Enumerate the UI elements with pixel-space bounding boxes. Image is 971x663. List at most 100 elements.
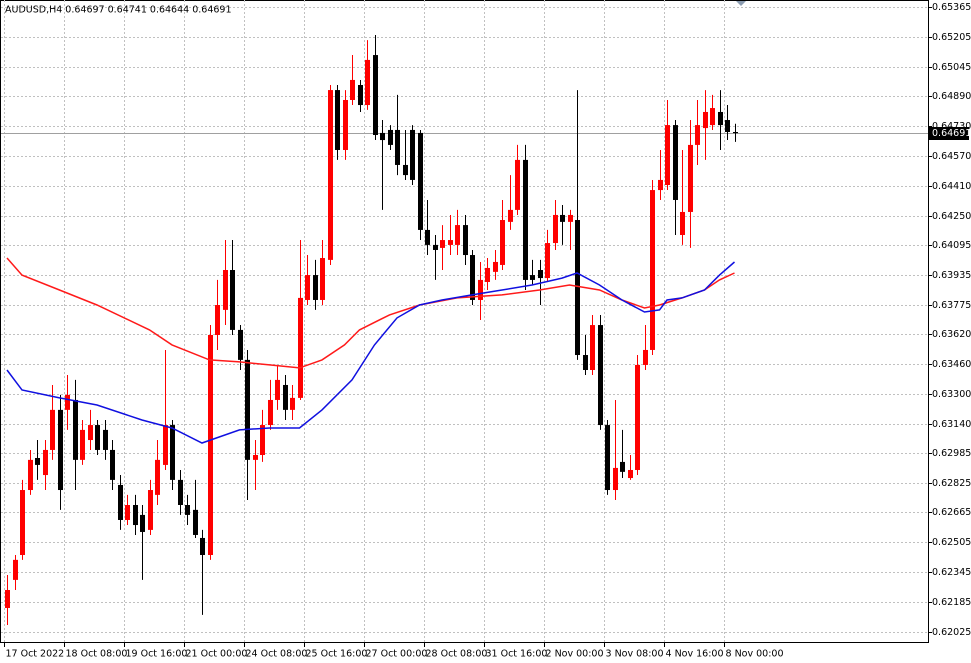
candle-body xyxy=(223,270,228,310)
y-tick-label: 0.62665 xyxy=(932,507,971,518)
candle-body xyxy=(403,164,408,176)
candle-body xyxy=(500,220,505,265)
candle-body xyxy=(155,459,160,495)
candle-body xyxy=(343,99,348,150)
moving-average xyxy=(6,257,735,369)
candle-body xyxy=(463,225,468,256)
candle-body xyxy=(560,214,565,222)
x-tick-label: 25 Oct 16:00 xyxy=(306,649,368,660)
candle-body xyxy=(178,479,183,506)
plot-frame xyxy=(0,0,929,643)
y-tick-label: 0.64410 xyxy=(932,181,971,192)
candle-body xyxy=(320,258,325,300)
candle-body xyxy=(425,229,430,245)
candle-body xyxy=(508,209,513,222)
candle-body xyxy=(545,243,550,279)
x-tick-label: 2 Nov 00:00 xyxy=(546,649,604,660)
y-tick-label: 0.64730 xyxy=(932,121,971,132)
candle-body xyxy=(718,111,723,126)
candle-body xyxy=(328,90,333,260)
candle-body xyxy=(298,297,303,398)
candle-body xyxy=(335,90,340,150)
shift-marker xyxy=(736,1,746,6)
candle-body xyxy=(695,125,700,145)
candle-body xyxy=(163,425,168,465)
y-tick-label: 0.65045 xyxy=(932,62,971,73)
y-tick-label: 0.63460 xyxy=(932,359,971,370)
candle-body xyxy=(283,384,288,410)
last-price-box xyxy=(928,127,969,140)
candle-body xyxy=(598,325,603,426)
y-tick-label: 0.62505 xyxy=(932,537,971,548)
y-tick-label: 0.64095 xyxy=(932,240,971,251)
candle-body xyxy=(358,85,363,106)
candle-body xyxy=(65,394,70,410)
y-tick-label: 0.62025 xyxy=(932,627,971,638)
candle-body xyxy=(553,214,558,244)
candle-body xyxy=(215,305,220,335)
y-tick-label: 0.65365 xyxy=(932,2,971,13)
candle-body xyxy=(80,429,85,460)
candle-body xyxy=(170,425,175,480)
x-tick-label: 4 Nov 16:00 xyxy=(666,649,724,660)
candle-body xyxy=(418,132,423,230)
candle-body xyxy=(395,129,400,165)
candle-body xyxy=(35,458,40,465)
candle-body xyxy=(133,505,138,526)
candle-body xyxy=(635,364,640,470)
y-tick-label: 0.63935 xyxy=(932,270,971,281)
candle-body xyxy=(470,255,475,300)
candle-body xyxy=(140,514,145,532)
y-tick-label: 0.63300 xyxy=(932,389,971,400)
candle-body xyxy=(485,267,490,282)
candle-body xyxy=(313,275,318,300)
x-tick-label: 28 Oct 08:00 xyxy=(426,649,488,660)
x-tick-label: 27 Oct 00:00 xyxy=(366,649,428,660)
candle-body xyxy=(350,79,355,100)
candle-body xyxy=(148,490,153,530)
candle-body xyxy=(448,240,453,245)
candle-body xyxy=(253,455,258,460)
candle-body xyxy=(58,409,63,491)
y-tick-label: 0.62345 xyxy=(932,567,971,578)
candle-body xyxy=(20,490,25,555)
x-tick-label: 21 Oct 00:00 xyxy=(186,649,248,660)
y-tick-label: 0.65205 xyxy=(932,32,971,43)
candle-body xyxy=(530,275,535,280)
candle-body xyxy=(193,509,198,535)
candle-body xyxy=(305,275,310,300)
candle-body xyxy=(230,270,235,330)
candle-body xyxy=(88,425,93,441)
candle-body xyxy=(365,59,370,106)
candle-body xyxy=(433,244,438,250)
candle-body xyxy=(575,220,580,356)
candle-body xyxy=(515,159,520,210)
candle-body xyxy=(238,329,243,360)
candle-body xyxy=(5,590,10,608)
y-tick-label: 0.62825 xyxy=(932,478,971,489)
candle-body xyxy=(125,505,130,520)
candle-body xyxy=(523,159,528,280)
candle-body xyxy=(680,211,685,235)
chart-title: AUDUSD,H4 0.64697 0.64741 0.64644 0.6469… xyxy=(5,5,232,16)
candle-body xyxy=(13,559,18,580)
y-tick-label: 0.63775 xyxy=(932,300,971,311)
candle-body xyxy=(290,397,295,410)
candle-body xyxy=(710,108,715,126)
y-tick-label: 0.64890 xyxy=(932,91,971,102)
y-tick-label: 0.62985 xyxy=(932,448,971,459)
candle-body xyxy=(73,399,78,460)
y-tick-label: 0.64250 xyxy=(932,211,971,222)
candle-body xyxy=(440,240,445,248)
candle-body xyxy=(208,334,213,555)
candle-body xyxy=(275,379,280,400)
y-tick-label: 0.63620 xyxy=(932,329,971,340)
candle-body xyxy=(583,355,588,370)
candle-body xyxy=(628,469,633,479)
candle-body xyxy=(95,425,100,450)
x-tick-label: 19 Oct 16:00 xyxy=(126,649,188,660)
candle-body xyxy=(665,125,670,185)
candle-body xyxy=(388,129,393,145)
candle-body xyxy=(590,325,595,370)
